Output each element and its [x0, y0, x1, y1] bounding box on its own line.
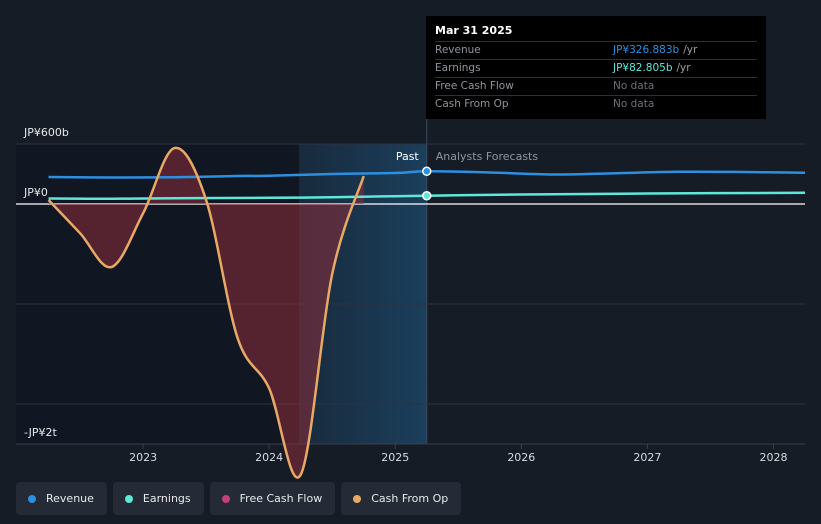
legend-dot-icon [28, 494, 36, 503]
x-tick-label: 2028 [759, 451, 787, 464]
legend-item-cash-from-op[interactable]: Cash From Op [341, 482, 462, 515]
legend-label: Revenue [46, 492, 94, 505]
x-tick-label: 2023 [129, 451, 157, 464]
past-label: Past [396, 150, 420, 163]
y-tick-label: JP¥0 [23, 186, 48, 199]
tooltip-value: No data [613, 98, 655, 110]
x-tick-label: 2027 [633, 451, 661, 464]
legend-dot-icon [353, 494, 362, 503]
tooltip-label: Free Cash Flow [435, 80, 514, 92]
tooltip-label: Earnings [435, 62, 481, 74]
tooltip-date: Mar 31 2025 [435, 24, 757, 42]
y-tick-label: JP¥600b [23, 126, 69, 139]
revenue-line [48, 170, 806, 179]
tooltip-unit: /yr [683, 44, 698, 56]
cash-from-op-area [48, 147, 364, 478]
tooltip-label: Revenue [435, 44, 481, 56]
earnings-line [48, 191, 806, 201]
legend-item-free-cash-flow[interactable]: Free Cash Flow [209, 482, 336, 515]
cash-from-op-line [47, 146, 365, 479]
tooltip-value: No data [613, 80, 655, 92]
x-tick-label: 2026 [507, 451, 535, 464]
revenue-marker [422, 166, 432, 177]
legend-dot-icon [124, 494, 133, 503]
chart-legend: Revenue Earnings Free Cash Flow Cash Fro… [16, 482, 462, 515]
tooltip-unit: /yr [676, 62, 691, 74]
tooltip-row-earnings: Earnings JP¥82.805b /yr [435, 60, 757, 78]
x-tick-label: 2025 [381, 451, 409, 464]
earnings-marker [422, 190, 432, 201]
legend-label: Free Cash Flow [239, 492, 323, 505]
legend-item-earnings[interactable]: Earnings [112, 482, 204, 515]
tooltip-value: JP¥326.883b [613, 44, 680, 56]
legend-label: Earnings [142, 492, 191, 505]
legend-dot-icon [221, 494, 230, 503]
y-tick-label: -JP¥2t [24, 426, 57, 439]
tooltip-row-free-cash-flow: Free Cash Flow No data [435, 78, 757, 96]
legend-label: Cash From Op [371, 492, 449, 505]
tooltip-row-cash-from-op: Cash From Op No data [435, 96, 757, 113]
legend-item-revenue[interactable]: Revenue [16, 482, 107, 515]
forecast-label: Analysts Forecasts [436, 150, 539, 163]
data-tooltip: Mar 31 2025 Revenue JP¥326.883b /yr Earn… [426, 16, 766, 119]
tooltip-label: Cash From Op [435, 98, 509, 110]
tooltip-row-revenue: Revenue JP¥326.883b /yr [435, 42, 757, 60]
x-tick-label: 2024 [255, 451, 283, 464]
tooltip-value: JP¥82.805b [613, 62, 673, 74]
